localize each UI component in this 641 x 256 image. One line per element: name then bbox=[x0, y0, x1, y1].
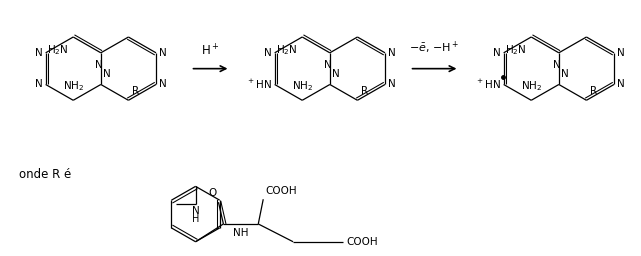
Text: R: R bbox=[362, 86, 369, 96]
Text: N: N bbox=[493, 48, 501, 58]
Text: N: N bbox=[617, 79, 625, 90]
Text: COOH: COOH bbox=[346, 237, 378, 247]
Text: onde R é: onde R é bbox=[19, 168, 72, 181]
Text: H$^+$: H$^+$ bbox=[201, 44, 220, 59]
Text: H$_2$N: H$_2$N bbox=[276, 43, 297, 57]
Text: H$_2$N: H$_2$N bbox=[47, 43, 68, 57]
Text: $^+$HN: $^+$HN bbox=[246, 78, 272, 91]
Text: N: N bbox=[332, 69, 340, 79]
Text: NH$_2$: NH$_2$ bbox=[292, 80, 313, 93]
Text: N: N bbox=[553, 60, 561, 70]
Text: H: H bbox=[192, 214, 199, 224]
Text: N: N bbox=[159, 79, 167, 90]
Text: R: R bbox=[590, 86, 597, 96]
Text: R: R bbox=[133, 86, 140, 96]
Text: N: N bbox=[103, 69, 110, 79]
Text: $-\bar{e}$, $-$H$^+$: $-\bar{e}$, $-$H$^+$ bbox=[410, 39, 460, 56]
Text: N: N bbox=[561, 69, 569, 79]
Text: COOH: COOH bbox=[265, 186, 297, 196]
Text: $^+$HN: $^+$HN bbox=[475, 78, 501, 91]
Text: N: N bbox=[35, 48, 43, 58]
Text: NH$_2$: NH$_2$ bbox=[520, 80, 542, 93]
Text: O: O bbox=[208, 188, 217, 198]
Text: N: N bbox=[324, 60, 331, 70]
Text: H$_2$N: H$_2$N bbox=[504, 43, 526, 57]
Text: N: N bbox=[617, 48, 625, 58]
Text: N: N bbox=[388, 79, 395, 90]
Text: N: N bbox=[192, 206, 199, 216]
Text: N: N bbox=[95, 60, 103, 70]
Text: NH$_2$: NH$_2$ bbox=[63, 80, 84, 93]
Text: N: N bbox=[388, 48, 395, 58]
Text: NH: NH bbox=[233, 228, 249, 238]
Text: N: N bbox=[35, 79, 43, 90]
Text: N: N bbox=[159, 48, 167, 58]
Text: N: N bbox=[264, 48, 272, 58]
